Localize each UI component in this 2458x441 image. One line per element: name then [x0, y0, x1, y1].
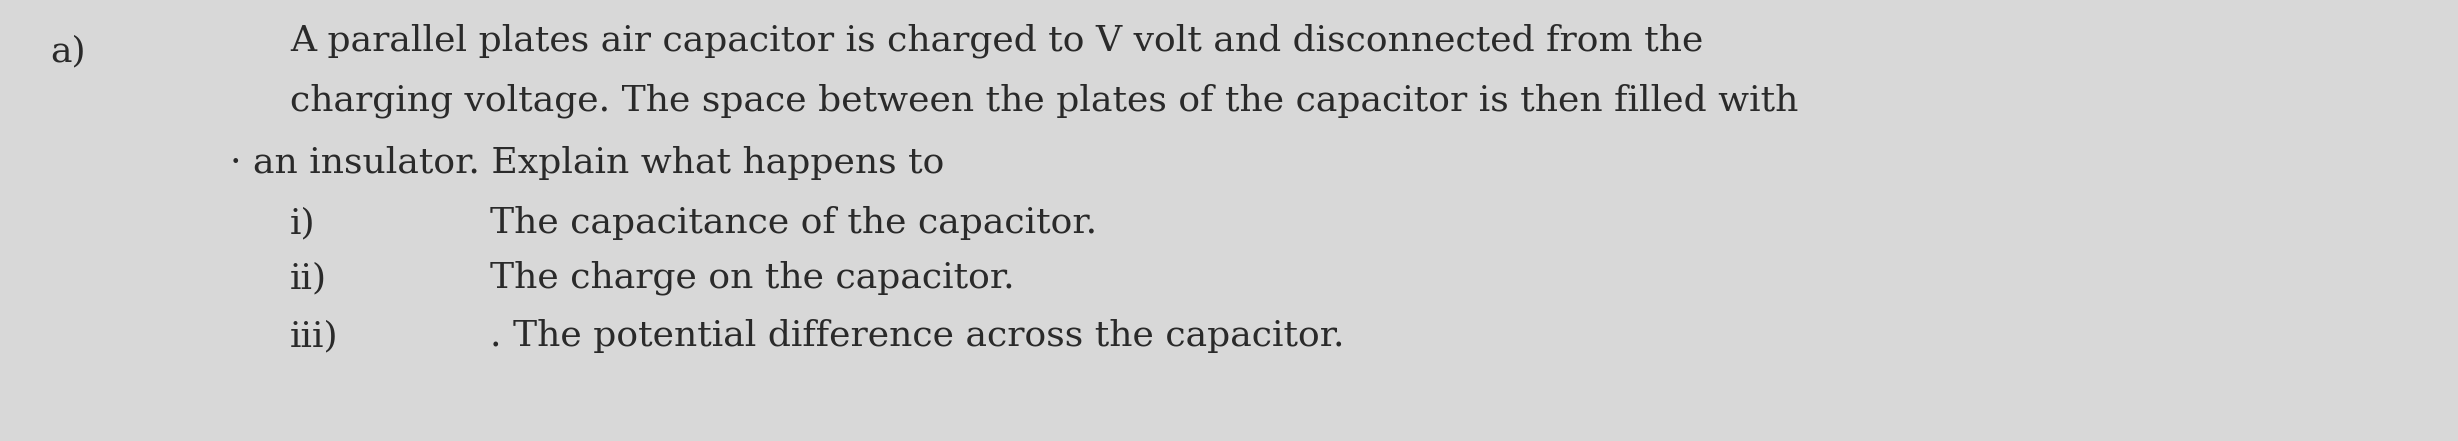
Text: The capacitance of the capacitor.: The capacitance of the capacitor.	[489, 206, 1096, 240]
Text: i): i)	[290, 206, 315, 240]
Text: ii): ii)	[290, 261, 327, 295]
Text: . The potential difference across the capacitor.: . The potential difference across the ca…	[489, 319, 1345, 353]
Text: The charge on the capacitor.: The charge on the capacitor.	[489, 261, 1015, 295]
Text: a): a)	[49, 34, 86, 68]
Text: A parallel plates air capacitor is charged to V volt and disconnected from the: A parallel plates air capacitor is charg…	[290, 24, 1703, 58]
Text: charging voltage. The space between the plates of the capacitor is then filled w: charging voltage. The space between the …	[290, 84, 1799, 118]
Text: iii): iii)	[290, 319, 339, 353]
Text: · an insulator. Explain what happens to: · an insulator. Explain what happens to	[231, 146, 944, 180]
